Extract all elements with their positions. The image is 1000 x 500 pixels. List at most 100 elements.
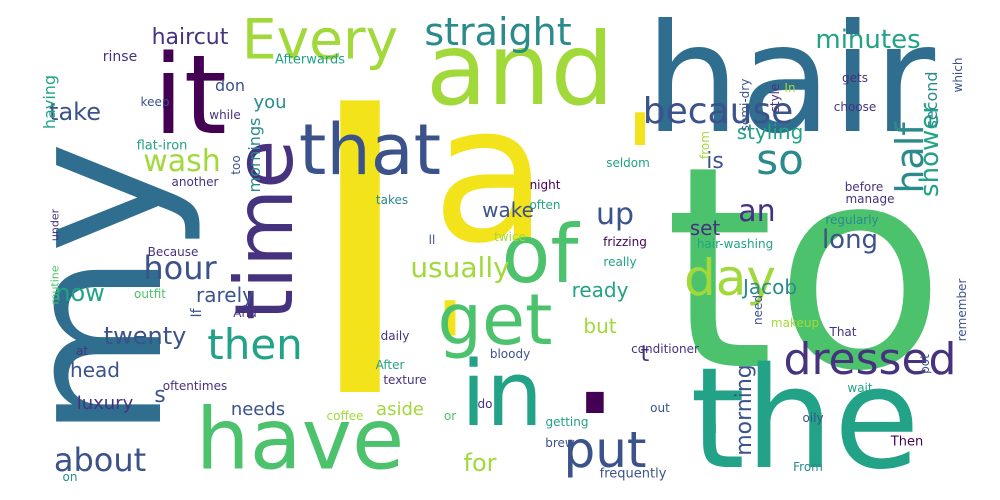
cloud-word: If (189, 308, 205, 318)
cloud-word: After (375, 358, 405, 372)
cloud-word: that (298, 109, 442, 191)
cloud-word: s (154, 383, 166, 408)
cloud-word: From (793, 460, 823, 474)
cloud-word: then (207, 320, 303, 369)
cloud-word: coffee (326, 409, 364, 423)
cloud-word: often (529, 198, 561, 212)
cloud-word: oily (802, 411, 824, 425)
cloud-word: the (690, 338, 920, 500)
cloud-word: makeup (770, 316, 820, 330)
cloud-word: so (756, 135, 804, 184)
cloud-word: getting (545, 415, 589, 429)
cloud-word: you (253, 92, 287, 113)
cloud-word: Every (241, 7, 399, 72)
cloud-word: a (431, 64, 549, 285)
cloud-word: wake (482, 198, 534, 222)
cloud-word: it (153, 31, 227, 159)
cloud-word: frizzing (603, 235, 647, 249)
cloud-word: style (768, 83, 782, 113)
cloud-word: flat-iron (136, 138, 188, 154)
cloud-word: before (844, 180, 884, 194)
cloud-word: take (49, 98, 101, 126)
cloud-word: conditioner (631, 342, 699, 356)
cloud-word: hair-washing (696, 237, 774, 251)
cloud-word: to (664, 107, 946, 433)
cloud-word: wait (847, 381, 873, 395)
cloud-word: day (684, 249, 776, 307)
cloud-word: do (477, 397, 493, 411)
cloud-word: manage (845, 192, 895, 206)
cloud-word: texture (383, 373, 427, 387)
cloud-word: hair (644, 0, 936, 167)
cloud-word: t (640, 342, 650, 367)
cloud-word: takes (375, 193, 409, 207)
cloud-word: seldom (606, 156, 650, 170)
cloud-word: outfit (134, 287, 166, 301)
cloud-word: or (443, 409, 457, 423)
cloud-word: ' (623, 90, 657, 229)
cloud-word: ll (428, 233, 436, 247)
cloud-word: of (501, 208, 579, 301)
cloud-word: don (214, 76, 246, 95)
cloud-word: really (603, 255, 637, 269)
cloud-word: all (702, 422, 718, 436)
cloud-word: put (563, 421, 647, 479)
cloud-word: straight (424, 10, 572, 54)
cloud-word: another (171, 175, 219, 189)
cloud-word: choose (833, 100, 877, 114)
cloud-word: regularly (825, 213, 879, 227)
cloud-word: Because (147, 245, 199, 259)
cloud-word: remember (955, 278, 969, 342)
cloud-word: aside (376, 399, 424, 420)
cloud-word: while (209, 108, 241, 122)
cloud-word: too (229, 155, 243, 175)
cloud-word: because (642, 91, 794, 132)
cloud-word: That (829, 325, 857, 339)
cloud-word: Afterwards (275, 52, 345, 68)
cloud-word: bloody (489, 347, 531, 361)
cloud-word: keep (140, 95, 170, 109)
cloud-word: rarely (196, 283, 254, 307)
cloud-word: ' (432, 274, 468, 426)
cloud-word: head (70, 358, 120, 382)
cloud-word: about (53, 441, 147, 479)
cloud-word: frequently (599, 466, 667, 482)
cloud-word: now (55, 279, 105, 307)
cloud-word: at (75, 344, 89, 358)
cloud-word: Then (890, 434, 924, 450)
cloud-word: morning (732, 364, 757, 456)
cloud-word: up (595, 197, 635, 232)
cloud-word: minutes (815, 25, 921, 55)
cloud-word: semi-dry (738, 78, 752, 132)
cloud-word: I (301, 22, 419, 487)
cloud-word: daily (380, 329, 410, 343)
cloud-word: Jacob (742, 275, 798, 299)
cloud-word: long (821, 225, 879, 255)
cloud-word: which (951, 57, 965, 93)
cloud-word: styling (736, 120, 804, 144)
cloud-word: out (650, 401, 670, 415)
cloud-word: get (437, 279, 553, 361)
cloud-word: gets (842, 71, 868, 85)
cloud-word: routine (48, 265, 62, 305)
cloud-word: And (233, 306, 257, 320)
cloud-word: mornings (245, 117, 264, 193)
cloud-word: in (460, 342, 544, 447)
cloud-word: have (195, 390, 405, 490)
cloud-word: luxury (76, 393, 134, 414)
cloud-word: under (48, 208, 62, 242)
cloud-word: for (463, 449, 497, 477)
cloud-word: and (425, 11, 615, 128)
cloud-word: night (529, 178, 561, 192)
cloud-word: oftentimes (162, 379, 228, 393)
cloud-word: but (583, 314, 617, 338)
cloud-word: haircut (151, 25, 229, 50)
cloud-word: rinse (102, 49, 138, 65)
cloud-word: ready (571, 278, 629, 302)
cloud-word: wash (143, 144, 221, 179)
cloud-word: second (922, 71, 941, 129)
cloud-word: on (62, 470, 78, 484)
cloud-word: from (698, 131, 712, 159)
cloud-word: set (689, 216, 721, 240)
